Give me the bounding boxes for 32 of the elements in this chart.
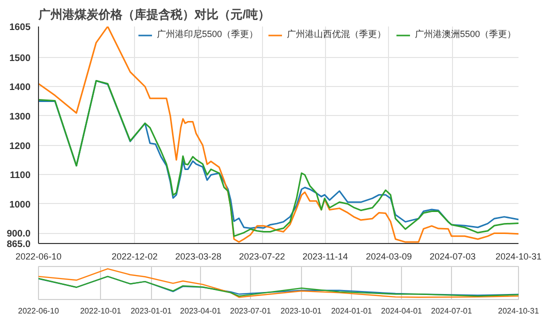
y-tick-label: 1400 <box>9 82 31 94</box>
x-tick-label: 2023-04-01 <box>180 306 222 316</box>
y-tick-label: 865.0 <box>6 239 31 250</box>
x-tick-label: 2022-12-02 <box>112 252 158 262</box>
legend-label: 广州港山西优混（季更） <box>286 28 386 41</box>
chart-title: 广州港煤炭价格（库提含税）对比（元/吨） <box>38 8 270 22</box>
x-tick-label: 2022-10-01 <box>80 306 122 316</box>
x-tick-label: 2023-01-01 <box>130 306 172 316</box>
x-tick-label: 2024-07-03 <box>430 252 476 262</box>
line-series <box>38 26 518 243</box>
x-tick-label: 2022-06-10 <box>15 252 62 262</box>
legend-label: 广州港澳洲5500（季更） <box>414 28 516 41</box>
x-tick-label: 2023-11-14 <box>302 252 348 262</box>
y-tick-label: 1605 <box>9 22 32 33</box>
x-tick-label: 2024-04-01 <box>381 306 423 316</box>
x-tick-label: 2024-10-31 <box>495 252 542 262</box>
y-tick-label: 1000 <box>9 199 31 210</box>
y-tick-label: 1300 <box>9 111 31 122</box>
y-tick-label: 1200 <box>9 140 31 152</box>
x-tick-label: 2023-07-22 <box>239 252 286 262</box>
x-tick-label: 2023-03-28 <box>175 252 222 262</box>
y-tick-label: 1500 <box>9 52 31 64</box>
x-tick-label: 2024-03-09 <box>366 252 412 262</box>
y-tick-label: 1100 <box>10 170 31 182</box>
x-tick-label: 2023-10-01 <box>280 306 322 316</box>
y-tick-label: 900.0 <box>6 228 31 240</box>
legend-label: 广州港印尼5500（季更） <box>156 28 258 41</box>
x-tick-label: 2023-07-01 <box>230 306 272 316</box>
x-tick-label: 2024-01-01 <box>331 306 373 316</box>
x-tick-label: 2022-06-10 <box>18 306 60 316</box>
x-tick-label: 2024-07-01 <box>431 306 473 316</box>
x-tick-label: 2024-10-31 <box>498 306 540 316</box>
